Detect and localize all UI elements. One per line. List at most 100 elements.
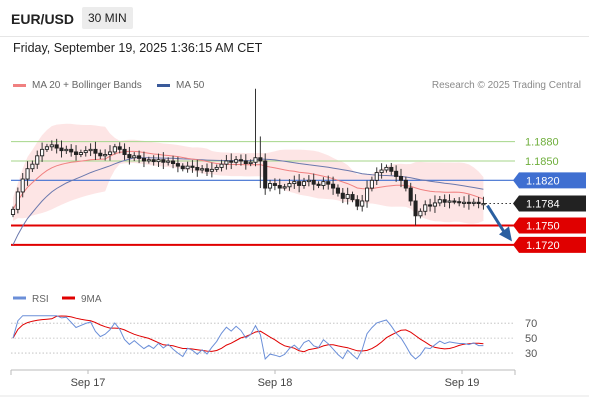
candle	[161, 152, 166, 170]
candle-body	[127, 154, 132, 159]
candle-body	[321, 181, 326, 186]
candle-body	[335, 187, 341, 194]
candle-body	[98, 152, 103, 157]
candle	[447, 194, 452, 209]
candle	[369, 176, 374, 192]
candle	[253, 88, 258, 167]
candle	[350, 191, 355, 203]
candle-body	[403, 179, 408, 189]
rsi-line	[12, 315, 484, 361]
candle-body	[10, 208, 16, 215]
candle-body	[15, 191, 20, 210]
candle	[345, 187, 350, 205]
candle-body	[258, 157, 263, 162]
candle	[190, 160, 195, 173]
current-price-tag	[513, 195, 586, 212]
timeframe-button[interactable]: 30 MIN	[82, 7, 133, 29]
level-tag-1.1750	[513, 217, 586, 234]
candle	[355, 195, 360, 211]
candle-body	[146, 159, 151, 162]
candle	[462, 196, 467, 208]
candle-body	[413, 200, 418, 217]
candle-body	[224, 160, 229, 165]
candle	[195, 159, 200, 177]
candle	[78, 149, 83, 158]
forecast-arrowhead	[499, 226, 512, 242]
ma50-label: MA 50	[176, 80, 205, 91]
candle	[457, 197, 462, 207]
level-label-1.1720: 1.1720	[526, 240, 560, 252]
candle-body	[204, 168, 210, 172]
candle	[122, 143, 127, 160]
rsi-ma-legend-label: 9MA	[81, 294, 102, 305]
candle-body	[272, 183, 277, 186]
candle	[340, 188, 345, 204]
candle-body	[54, 144, 59, 149]
candle	[180, 163, 185, 172]
candle	[10, 206, 16, 218]
candle	[107, 145, 113, 161]
candle	[248, 159, 253, 167]
candle-body	[476, 201, 481, 204]
rsi-tick-label: 50	[525, 333, 537, 345]
candle-body	[93, 148, 98, 154]
candle	[175, 156, 180, 173]
candle-body	[73, 151, 79, 155]
rsi-ma-line	[12, 315, 484, 353]
candle-body	[141, 157, 147, 162]
candle-body	[442, 199, 447, 203]
candle	[466, 194, 471, 210]
candle-body	[132, 155, 137, 159]
candle	[200, 165, 205, 174]
candle	[93, 141, 98, 161]
candle	[398, 168, 404, 188]
candle	[243, 154, 248, 170]
candle-body	[103, 154, 108, 157]
candle	[117, 142, 122, 154]
candle	[166, 157, 171, 166]
candle	[268, 179, 273, 192]
candle-body	[437, 199, 442, 204]
rsi-tick-label: 70	[525, 318, 537, 330]
chart-header: EUR/USD 30 MIN	[0, 0, 589, 37]
candle	[476, 197, 481, 209]
candle-body	[219, 163, 224, 168]
candle-body	[195, 166, 200, 171]
candle-body	[384, 166, 389, 171]
candle-body	[190, 165, 195, 168]
candle-body	[306, 179, 311, 183]
candle	[238, 154, 244, 166]
candle	[170, 155, 176, 169]
candle	[428, 198, 433, 212]
candle-body	[238, 159, 244, 162]
candle	[185, 161, 190, 173]
candle-body	[350, 194, 355, 201]
candle	[335, 184, 341, 197]
candle-body	[398, 176, 404, 181]
candle	[413, 194, 418, 226]
candle-body	[389, 166, 394, 172]
credit-text: Research © 2025 Trading Central	[431, 80, 581, 91]
candle	[418, 208, 423, 219]
ma20-swatch	[13, 83, 26, 87]
candle-body	[20, 178, 25, 193]
candle-body	[25, 168, 30, 180]
candle-body	[379, 169, 384, 174]
time-tick-label: Sep 18	[258, 377, 293, 389]
candle-body	[423, 204, 428, 212]
candle-body	[471, 201, 476, 204]
rsi-legend-label: RSI	[32, 294, 49, 305]
candle-body	[301, 181, 307, 186]
candle-body	[40, 148, 45, 157]
candle-body	[117, 146, 122, 150]
candle-body	[78, 152, 83, 155]
candle-body	[88, 148, 93, 152]
candle	[132, 152, 137, 162]
candle-body	[137, 155, 142, 159]
candle-body	[214, 166, 219, 170]
candle	[64, 145, 69, 154]
candle-body	[107, 151, 113, 155]
candle	[224, 154, 229, 170]
candle	[229, 153, 234, 170]
